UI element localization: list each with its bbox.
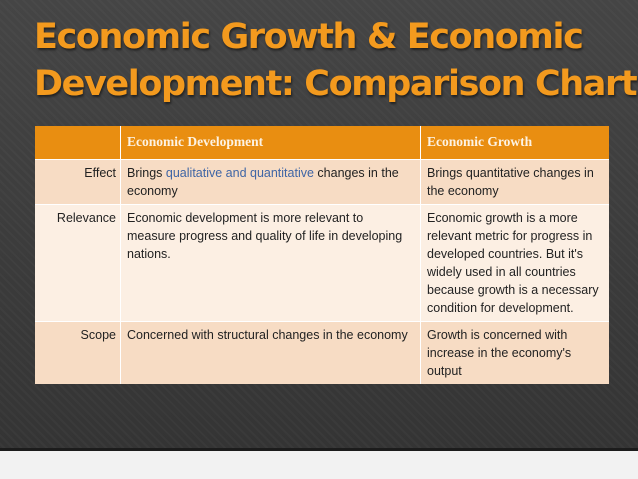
- table-row-effect: Effect Brings qualitative and quantitati…: [35, 159, 609, 205]
- slide-bottom-band: [0, 451, 638, 479]
- slide-title-line1: Economic Growth & Economic: [34, 17, 584, 57]
- effect-dev-suffix: changes in the economy: [127, 166, 399, 198]
- relevance-growth-cell: Economic growth is a more relevant metri…: [420, 204, 609, 322]
- effect-growth-cell: Brings quantitative changes in the econo…: [420, 159, 609, 205]
- slide-title-line2: Development: Comparison Chart: [34, 64, 638, 104]
- slide-title: Economic Growth & Economic Development: …: [34, 14, 638, 108]
- effect-dev-prefix: Brings: [127, 166, 166, 180]
- header-economic-growth: Economic Growth: [420, 126, 609, 160]
- effect-dev-highlight: qualitative and quantitative: [165, 166, 314, 180]
- table-row-scope: Scope Concerned with structural changes …: [35, 321, 609, 384]
- relevance-development-cell: Economic development is more relevant to…: [120, 204, 421, 322]
- row-label-scope: Scope: [35, 321, 121, 384]
- header-economic-development: Economic Development: [120, 126, 421, 160]
- table-header-row: Economic Development Economic Growth: [35, 126, 609, 160]
- slide-bottom-edge: [0, 448, 638, 451]
- row-label-relevance: Relevance: [35, 204, 121, 322]
- comparison-table: Economic Development Economic Growth Eff…: [35, 126, 609, 384]
- row-label-effect: Effect: [35, 159, 121, 205]
- scope-growth-cell: Growth is concerned with increase in the…: [420, 321, 609, 384]
- table-row-relevance: Relevance Economic development is more r…: [35, 204, 609, 322]
- header-empty-cell: [35, 126, 121, 160]
- effect-development-cell: Brings qualitative and quantitative chan…: [120, 159, 421, 205]
- scope-development-cell: Concerned with structural changes in the…: [120, 321, 421, 384]
